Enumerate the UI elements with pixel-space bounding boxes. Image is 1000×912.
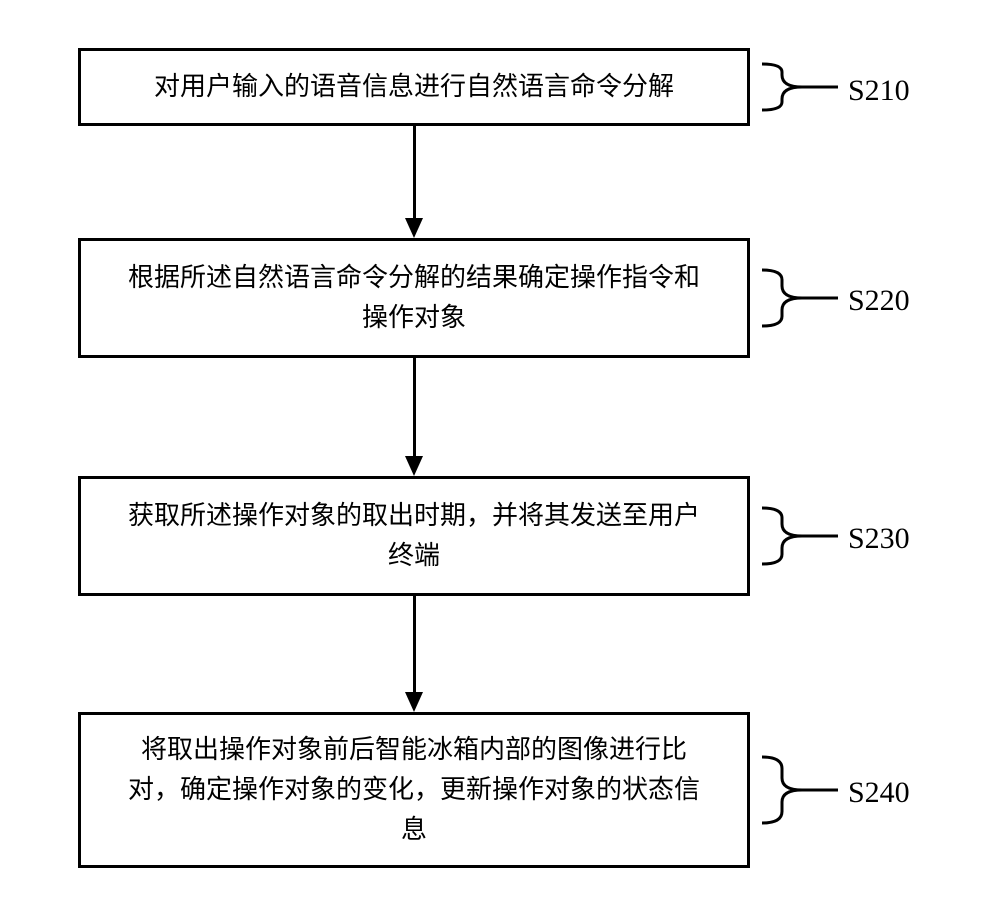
brace-connector [760,755,840,825]
step-label-s210: S210 [848,74,910,108]
flow-arrow [413,126,416,220]
step-label-s230: S230 [848,522,910,556]
brace-connector [760,268,840,328]
flowchart-canvas: 对用户输入的语音信息进行自然语言命令分解 S210 根据所述自然语言命令分解的结果确… [0,0,1000,912]
step-label-s240: S240 [848,776,910,810]
flow-node-n3: 获取所述操作对象的取出时期，并将其发送至用户 终端 [78,476,750,596]
flow-node-text: 根据所述自然语言命令分解的结果确定操作指令和 操作对象 [128,258,700,339]
flow-node-text: 将取出操作对象前后智能冰箱内部的图像进行比 对，确定操作对象的变化，更新操作对象… [128,730,700,851]
brace-connector [760,506,840,566]
flow-arrow [413,596,416,694]
flow-node-text: 对用户输入的语音信息进行自然语言命令分解 [154,67,674,107]
arrow-head-icon [405,692,423,712]
flow-node-n1: 对用户输入的语音信息进行自然语言命令分解 [78,48,750,126]
flow-node-text: 获取所述操作对象的取出时期，并将其发送至用户 终端 [128,496,700,577]
step-label-s220: S220 [848,284,910,318]
flow-arrow [413,358,416,458]
arrow-head-icon [405,218,423,238]
arrow-head-icon [405,456,423,476]
brace-connector [760,62,840,112]
flow-node-n4: 将取出操作对象前后智能冰箱内部的图像进行比 对，确定操作对象的变化，更新操作对象… [78,712,750,868]
flow-node-n2: 根据所述自然语言命令分解的结果确定操作指令和 操作对象 [78,238,750,358]
